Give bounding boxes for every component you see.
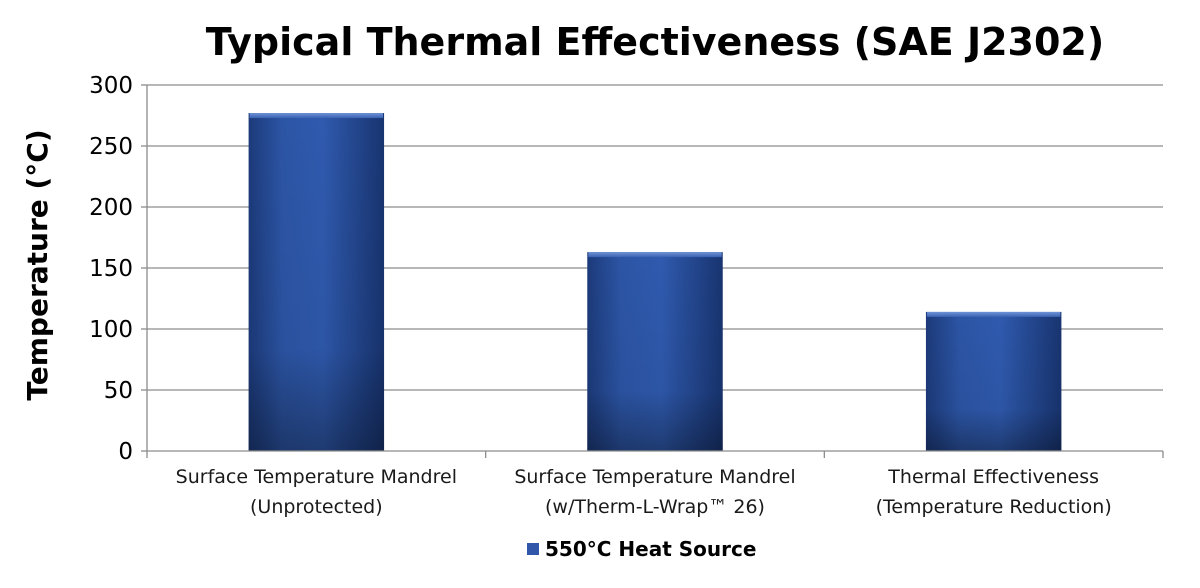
bar-highlight	[249, 113, 384, 119]
x-axis-ticks: Surface Temperature Mandrel (Unprotected)…	[176, 466, 1112, 518]
y-tick-label: 300	[89, 73, 133, 99]
bar	[248, 113, 385, 451]
x-tick-label: (Unprotected)	[250, 496, 383, 518]
y-tick-label: 0	[118, 439, 133, 465]
y-axis-label: Temperature (°C)	[21, 129, 54, 400]
bar-shade	[925, 311, 1062, 451]
y-tick-label: 200	[89, 195, 133, 221]
bar	[925, 311, 1062, 451]
x-tick-label: (w/Therm-L-Wrap™ 26)	[545, 496, 765, 518]
x-tick-label: (Temperature Reduction)	[876, 496, 1112, 518]
y-tick-label: 50	[104, 378, 133, 404]
chart-title: Typical Thermal Effectiveness (SAE J2302…	[206, 20, 1104, 64]
x-tick-label: Thermal Effectiveness	[887, 466, 1099, 488]
y-tick-label: 250	[89, 134, 133, 160]
y-tick-label: 100	[89, 317, 133, 343]
legend-label: 550°C Heat Source	[545, 537, 756, 561]
y-axis-ticks: 0 50 100 150 200 250 300	[89, 73, 133, 465]
bar-highlight	[926, 311, 1061, 317]
legend: 550°C Heat Source	[527, 537, 756, 561]
bar-shade	[587, 252, 723, 451]
bars	[248, 113, 1062, 451]
y-tick-label: 150	[89, 256, 133, 282]
bar	[587, 252, 723, 451]
x-tick-label: Surface Temperature Mandrel	[514, 466, 795, 488]
x-tick-label: Surface Temperature Mandrel	[176, 466, 457, 488]
legend-swatch	[527, 543, 539, 555]
axes	[141, 84, 1164, 458]
bar-highlight	[588, 252, 722, 258]
bar-shade	[248, 113, 385, 451]
